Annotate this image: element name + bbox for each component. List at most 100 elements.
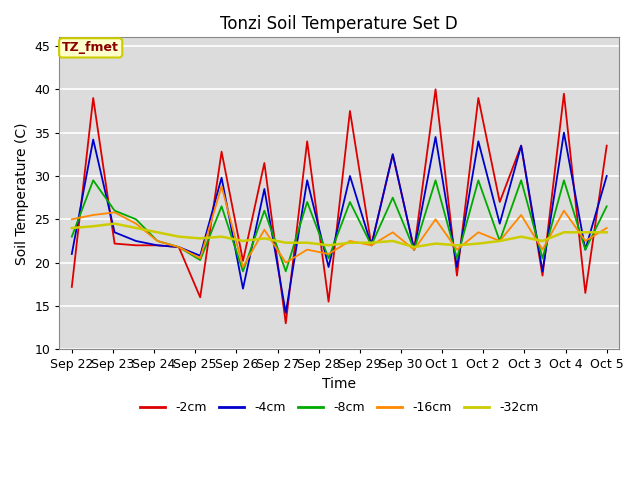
-8cm: [582, 247, 589, 252]
-32cm: [346, 240, 354, 246]
-4cm: [389, 152, 397, 157]
-8cm: [453, 255, 461, 261]
-16cm: [324, 251, 332, 257]
Line: -2cm: -2cm: [72, 89, 607, 324]
Line: -8cm: -8cm: [72, 180, 607, 271]
-8cm: [154, 238, 161, 244]
-8cm: [68, 234, 76, 240]
-16cm: [453, 247, 461, 252]
-2cm: [410, 247, 418, 252]
-2cm: [175, 244, 182, 250]
-4cm: [560, 130, 568, 135]
-16cm: [539, 247, 547, 252]
-4cm: [539, 268, 547, 274]
-4cm: [154, 242, 161, 248]
-16cm: [111, 209, 118, 215]
-2cm: [560, 91, 568, 96]
-4cm: [303, 178, 311, 183]
-8cm: [132, 216, 140, 222]
Legend: -2cm, -4cm, -8cm, -16cm, -32cm: -2cm, -4cm, -8cm, -16cm, -32cm: [135, 396, 543, 419]
-4cm: [474, 138, 482, 144]
-4cm: [410, 247, 418, 252]
-32cm: [282, 240, 290, 246]
-8cm: [324, 255, 332, 261]
-16cm: [260, 227, 268, 233]
-2cm: [603, 143, 611, 148]
Text: TZ_fmet: TZ_fmet: [62, 41, 119, 54]
Title: Tonzi Soil Temperature Set D: Tonzi Soil Temperature Set D: [220, 15, 458, 33]
-8cm: [432, 178, 440, 183]
X-axis label: Time: Time: [323, 377, 356, 391]
-16cm: [218, 183, 225, 189]
-4cm: [90, 137, 97, 143]
-2cm: [389, 152, 397, 157]
-16cm: [582, 238, 589, 244]
-8cm: [496, 238, 504, 244]
-8cm: [474, 178, 482, 183]
Line: -32cm: -32cm: [72, 224, 607, 247]
-8cm: [260, 208, 268, 214]
Line: -4cm: -4cm: [72, 132, 607, 313]
-16cm: [474, 229, 482, 235]
Y-axis label: Soil Temperature (C): Soil Temperature (C): [15, 122, 29, 264]
-8cm: [389, 195, 397, 201]
-8cm: [603, 204, 611, 209]
-2cm: [196, 294, 204, 300]
-4cm: [582, 247, 589, 252]
-16cm: [496, 238, 504, 244]
-32cm: [239, 238, 247, 244]
-16cm: [410, 247, 418, 252]
-4cm: [367, 242, 375, 248]
-8cm: [560, 178, 568, 183]
-32cm: [496, 238, 504, 244]
-8cm: [346, 199, 354, 205]
-32cm: [111, 221, 118, 227]
-16cm: [432, 216, 440, 222]
-32cm: [517, 234, 525, 240]
-16cm: [154, 238, 161, 244]
-32cm: [68, 225, 76, 231]
-2cm: [111, 240, 118, 246]
-16cm: [239, 264, 247, 270]
-32cm: [196, 236, 204, 241]
-4cm: [111, 229, 118, 235]
-4cm: [324, 264, 332, 270]
-4cm: [453, 264, 461, 270]
-2cm: [68, 284, 76, 290]
Line: -16cm: -16cm: [72, 186, 607, 267]
-8cm: [175, 244, 182, 250]
-4cm: [239, 286, 247, 291]
-2cm: [346, 108, 354, 114]
-8cm: [282, 268, 290, 274]
-32cm: [432, 240, 440, 246]
-16cm: [517, 212, 525, 218]
-4cm: [175, 244, 182, 250]
-2cm: [154, 242, 161, 248]
-16cm: [389, 229, 397, 235]
-8cm: [539, 255, 547, 261]
-16cm: [346, 238, 354, 244]
-8cm: [239, 268, 247, 274]
-32cm: [175, 234, 182, 240]
-32cm: [539, 238, 547, 244]
-16cm: [132, 221, 140, 227]
-32cm: [389, 238, 397, 244]
-2cm: [582, 290, 589, 296]
-4cm: [68, 251, 76, 257]
-4cm: [496, 221, 504, 227]
-2cm: [324, 299, 332, 304]
-2cm: [218, 149, 225, 155]
-8cm: [196, 257, 204, 263]
-16cm: [175, 244, 182, 250]
-16cm: [560, 208, 568, 214]
-8cm: [218, 204, 225, 209]
-2cm: [90, 95, 97, 101]
-4cm: [346, 173, 354, 179]
-2cm: [132, 242, 140, 248]
-2cm: [453, 273, 461, 278]
-2cm: [282, 321, 290, 326]
-4cm: [132, 238, 140, 244]
-32cm: [218, 234, 225, 240]
-32cm: [410, 244, 418, 250]
-2cm: [474, 95, 482, 101]
